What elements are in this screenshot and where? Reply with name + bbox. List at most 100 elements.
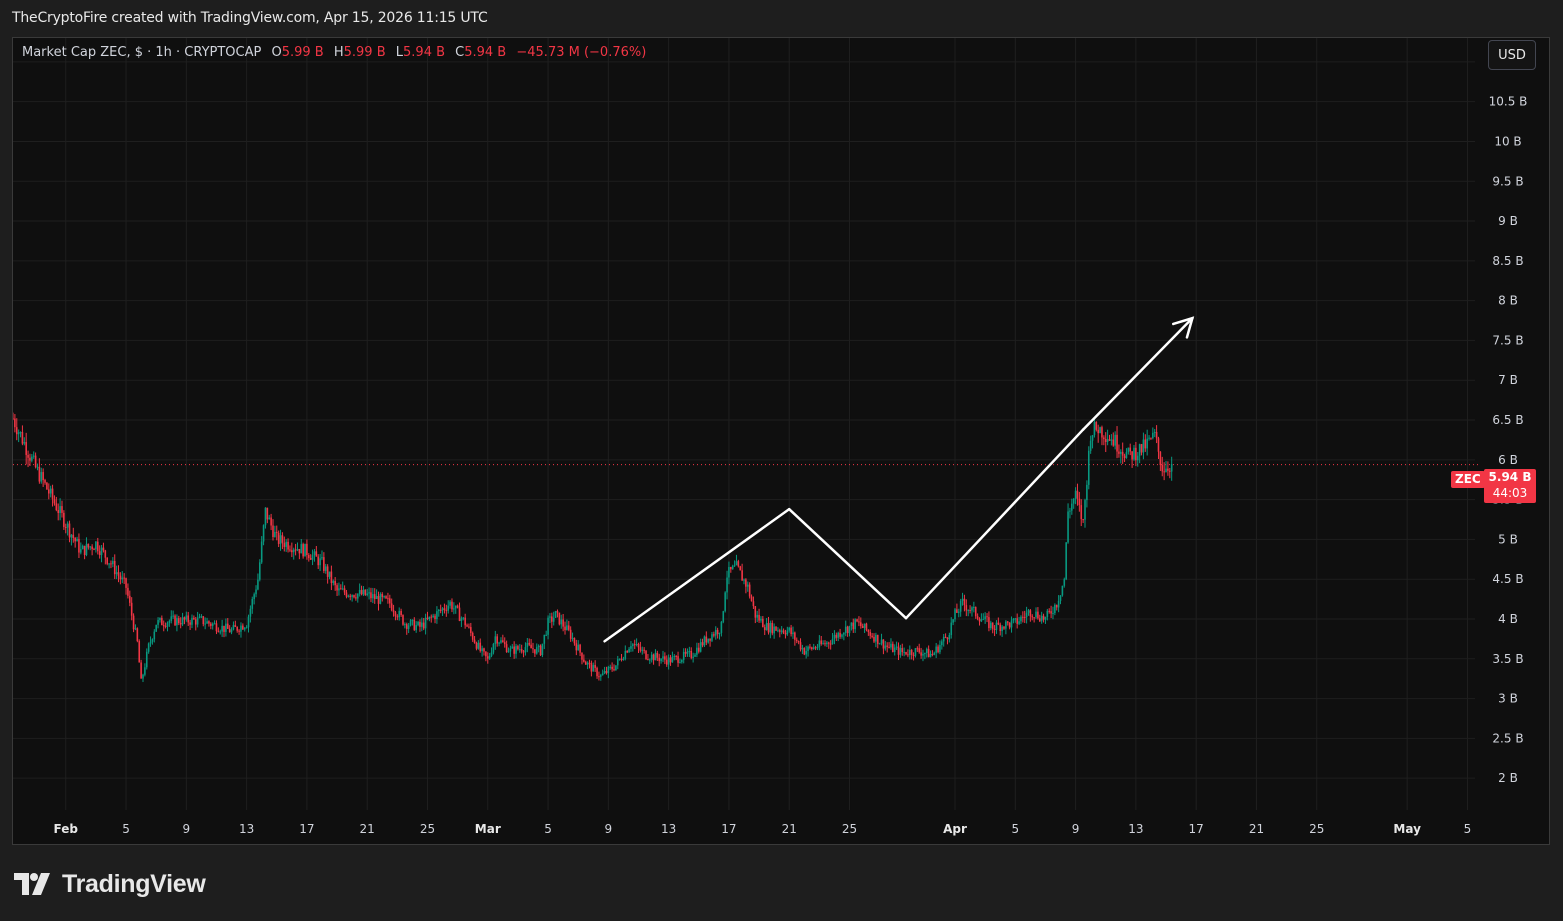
candle-body xyxy=(1136,455,1139,461)
candle-body xyxy=(389,598,391,604)
candle-body xyxy=(758,614,760,621)
candle-body xyxy=(383,596,385,598)
candle-body xyxy=(1048,610,1051,612)
candle-body xyxy=(1163,471,1165,473)
candle-body xyxy=(421,622,423,627)
candle-body xyxy=(29,457,31,461)
candle-body xyxy=(671,656,674,663)
tradingview-logo[interactable]: TradingView xyxy=(14,869,206,899)
candle-body xyxy=(929,653,932,658)
candle-body xyxy=(858,621,860,623)
candle-body xyxy=(1142,439,1145,453)
candle-body xyxy=(537,645,540,648)
symbol-title[interactable]: Market Cap ZEC, $ · 1h · CRYPTOCAP xyxy=(22,45,262,60)
candle-body xyxy=(522,651,525,653)
candle-body xyxy=(228,628,231,633)
candle-body xyxy=(366,593,368,596)
candle-body xyxy=(362,589,365,595)
trend-arrow-drawing[interactable] xyxy=(603,316,1195,643)
candle-body xyxy=(494,636,497,645)
candle-body xyxy=(1123,455,1126,459)
candle-body xyxy=(464,617,466,626)
candle-body xyxy=(910,649,913,655)
currency-button[interactable]: USD xyxy=(1488,40,1536,70)
candle-body xyxy=(886,645,888,647)
candle-body xyxy=(1110,439,1113,441)
candle-body xyxy=(682,651,685,660)
candle-body xyxy=(841,634,843,637)
candle-body xyxy=(754,606,757,618)
candle-body xyxy=(304,543,306,557)
candle-body xyxy=(208,621,210,624)
candle-body xyxy=(888,646,890,648)
high-label: H xyxy=(333,45,344,60)
candle-body xyxy=(822,643,824,645)
candle-body xyxy=(543,634,546,644)
candle-body xyxy=(575,643,578,651)
price-axis[interactable]: 2 B2.5 B3 B3.5 B4 B4.5 B5 B5.5 B6 B6.5 B… xyxy=(1489,55,1528,785)
candle-body xyxy=(370,592,372,599)
candle-body xyxy=(818,640,821,648)
candle-body xyxy=(106,557,109,564)
candle-body xyxy=(799,642,802,650)
candle-body xyxy=(85,543,88,556)
candle-body xyxy=(600,675,602,677)
x-tick-label: 17 xyxy=(299,822,314,836)
candle-body xyxy=(21,432,24,444)
candle-body xyxy=(795,639,798,641)
candle-body xyxy=(990,622,992,629)
x-tick-label: 25 xyxy=(1309,822,1324,836)
chart-area[interactable] xyxy=(12,37,1550,845)
candle-body xyxy=(1071,503,1073,511)
candle-body xyxy=(933,652,936,655)
candle-body xyxy=(967,609,969,611)
candle-body xyxy=(274,531,276,538)
candle-body xyxy=(630,646,632,649)
candle-body xyxy=(965,605,968,611)
candle-body xyxy=(509,648,512,652)
candle-body xyxy=(745,579,747,587)
candle-body xyxy=(338,588,340,591)
x-tick-label: Feb xyxy=(54,822,79,836)
close-value: 5.94 B xyxy=(464,45,507,60)
candle-body xyxy=(402,615,404,625)
candle-body xyxy=(554,611,557,618)
candle-body xyxy=(954,609,956,620)
candle-body xyxy=(957,611,960,613)
candle-body xyxy=(147,643,150,652)
candle-body xyxy=(545,634,547,636)
candle-body xyxy=(1125,452,1128,459)
candle-body xyxy=(852,622,855,630)
candle-body xyxy=(483,648,485,652)
candle-body xyxy=(428,616,431,620)
candle-body xyxy=(681,659,683,663)
candle-body xyxy=(513,646,515,654)
candle-body xyxy=(577,644,580,651)
high-value: 5.99 B xyxy=(343,45,386,60)
x-tick-label: 13 xyxy=(661,822,676,836)
candle-body xyxy=(658,657,661,662)
candle-body xyxy=(1112,439,1115,446)
candle-body xyxy=(848,626,851,634)
candle-body xyxy=(526,642,529,648)
candle-body xyxy=(654,652,657,661)
time-axis[interactable]: Feb 5 9 13 17 21 25 Mar 5 9 13 17 21 25 Apr 5 9 13 17 21 25 M… xyxy=(54,822,1472,836)
trend-arrow-segment xyxy=(1081,316,1194,431)
candle-body xyxy=(255,589,257,595)
candle-body xyxy=(664,656,666,660)
candle-body xyxy=(123,577,125,579)
candle-body xyxy=(127,587,129,596)
candle-body xyxy=(319,558,321,566)
candle-body xyxy=(507,651,510,653)
candle-body xyxy=(893,647,896,653)
candle-body xyxy=(113,560,116,575)
candle-body xyxy=(500,640,502,643)
candle-body xyxy=(42,472,44,481)
candle-body xyxy=(321,557,323,559)
candle-body xyxy=(270,517,272,526)
candle-body xyxy=(324,566,327,571)
candle-body xyxy=(897,646,900,655)
candle-body xyxy=(535,647,538,654)
candle-body xyxy=(675,656,677,658)
